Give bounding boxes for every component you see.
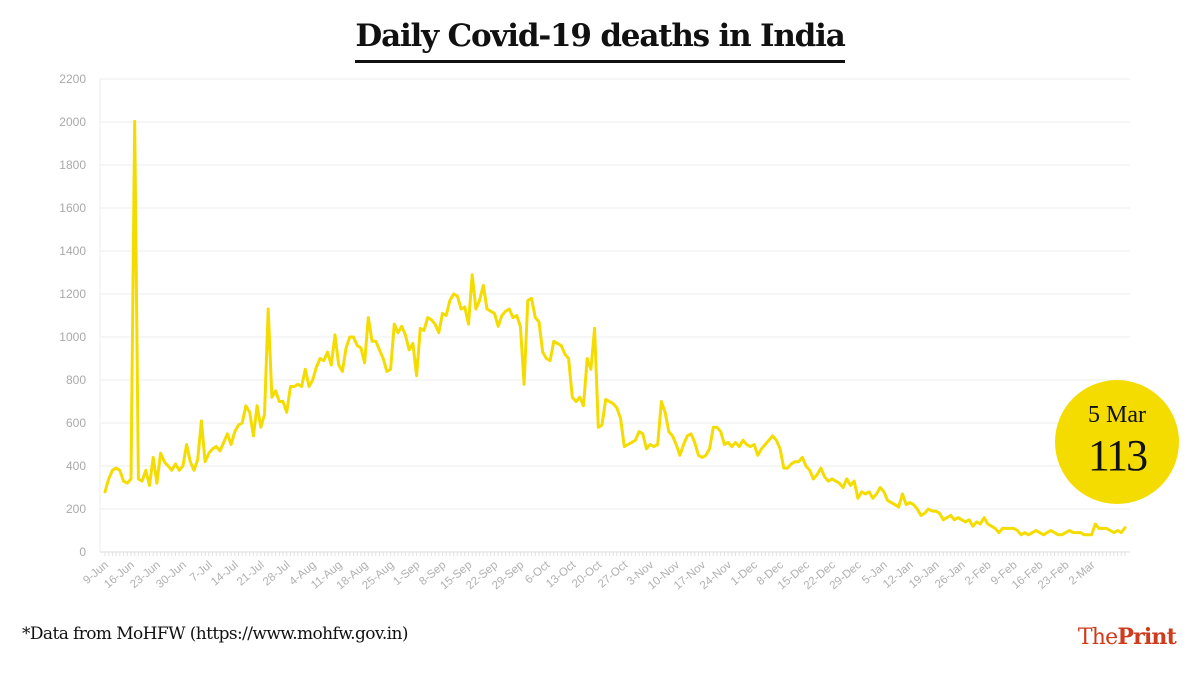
x-tick-label: 27-Oct bbox=[596, 559, 631, 591]
x-tick-label: 1-Sep bbox=[391, 559, 422, 588]
deaths-line bbox=[103, 119, 1127, 537]
y-tick-label: 400 bbox=[66, 459, 86, 473]
y-axis-ticks: 0 200 400 600 800 1000 1200 1400 1600 1800 2000 220… bbox=[59, 72, 86, 559]
y-tick-label: 1200 bbox=[59, 287, 86, 301]
brand-suffix: Print bbox=[1117, 624, 1176, 650]
chart-title: Daily Covid-19 deaths in India bbox=[355, 18, 846, 63]
x-tick-label: 21-Jul bbox=[235, 559, 267, 588]
x-tick-label: 2-Feb bbox=[963, 559, 994, 588]
y-tick-label: 200 bbox=[66, 502, 86, 516]
callout-value: 113 bbox=[1087, 431, 1148, 480]
callout-date: 5 Mar bbox=[1088, 402, 1146, 428]
x-tick-label: 30-Jun bbox=[154, 559, 189, 591]
x-tick-label: 14-Jul bbox=[209, 559, 241, 588]
y-tick-label: 1800 bbox=[59, 158, 86, 172]
y-tick-label: 0 bbox=[79, 545, 86, 559]
y-tick-label: 600 bbox=[66, 416, 86, 430]
data-source-note: *Data from MoHFW (https://www.mohfw.gov.… bbox=[22, 624, 408, 644]
latest-value-callout: 5 Mar 113 bbox=[1055, 380, 1179, 504]
gridlines bbox=[99, 78, 1130, 552]
x-axis bbox=[100, 551, 1130, 556]
y-tick-label: 1000 bbox=[59, 330, 86, 344]
y-tick-label: 2200 bbox=[59, 72, 86, 86]
x-tick-label: 2-Mar bbox=[1067, 559, 1098, 588]
x-tick-label: 28-Jul bbox=[261, 559, 293, 588]
y-tick-label: 800 bbox=[66, 373, 86, 387]
y-tick-label: 1600 bbox=[59, 201, 86, 215]
y-tick-label: 2000 bbox=[59, 115, 86, 129]
chart-title-wrap: Daily Covid-19 deaths in India bbox=[0, 18, 1200, 63]
x-tick-label: 26-Jan bbox=[933, 559, 968, 591]
series-group bbox=[103, 119, 1127, 537]
x-tick-label: 1-Dec bbox=[729, 559, 760, 588]
y-tick-label: 1400 bbox=[59, 244, 86, 258]
brand-logo: ThePrint bbox=[1077, 624, 1177, 650]
brand-prefix: The bbox=[1077, 625, 1118, 650]
